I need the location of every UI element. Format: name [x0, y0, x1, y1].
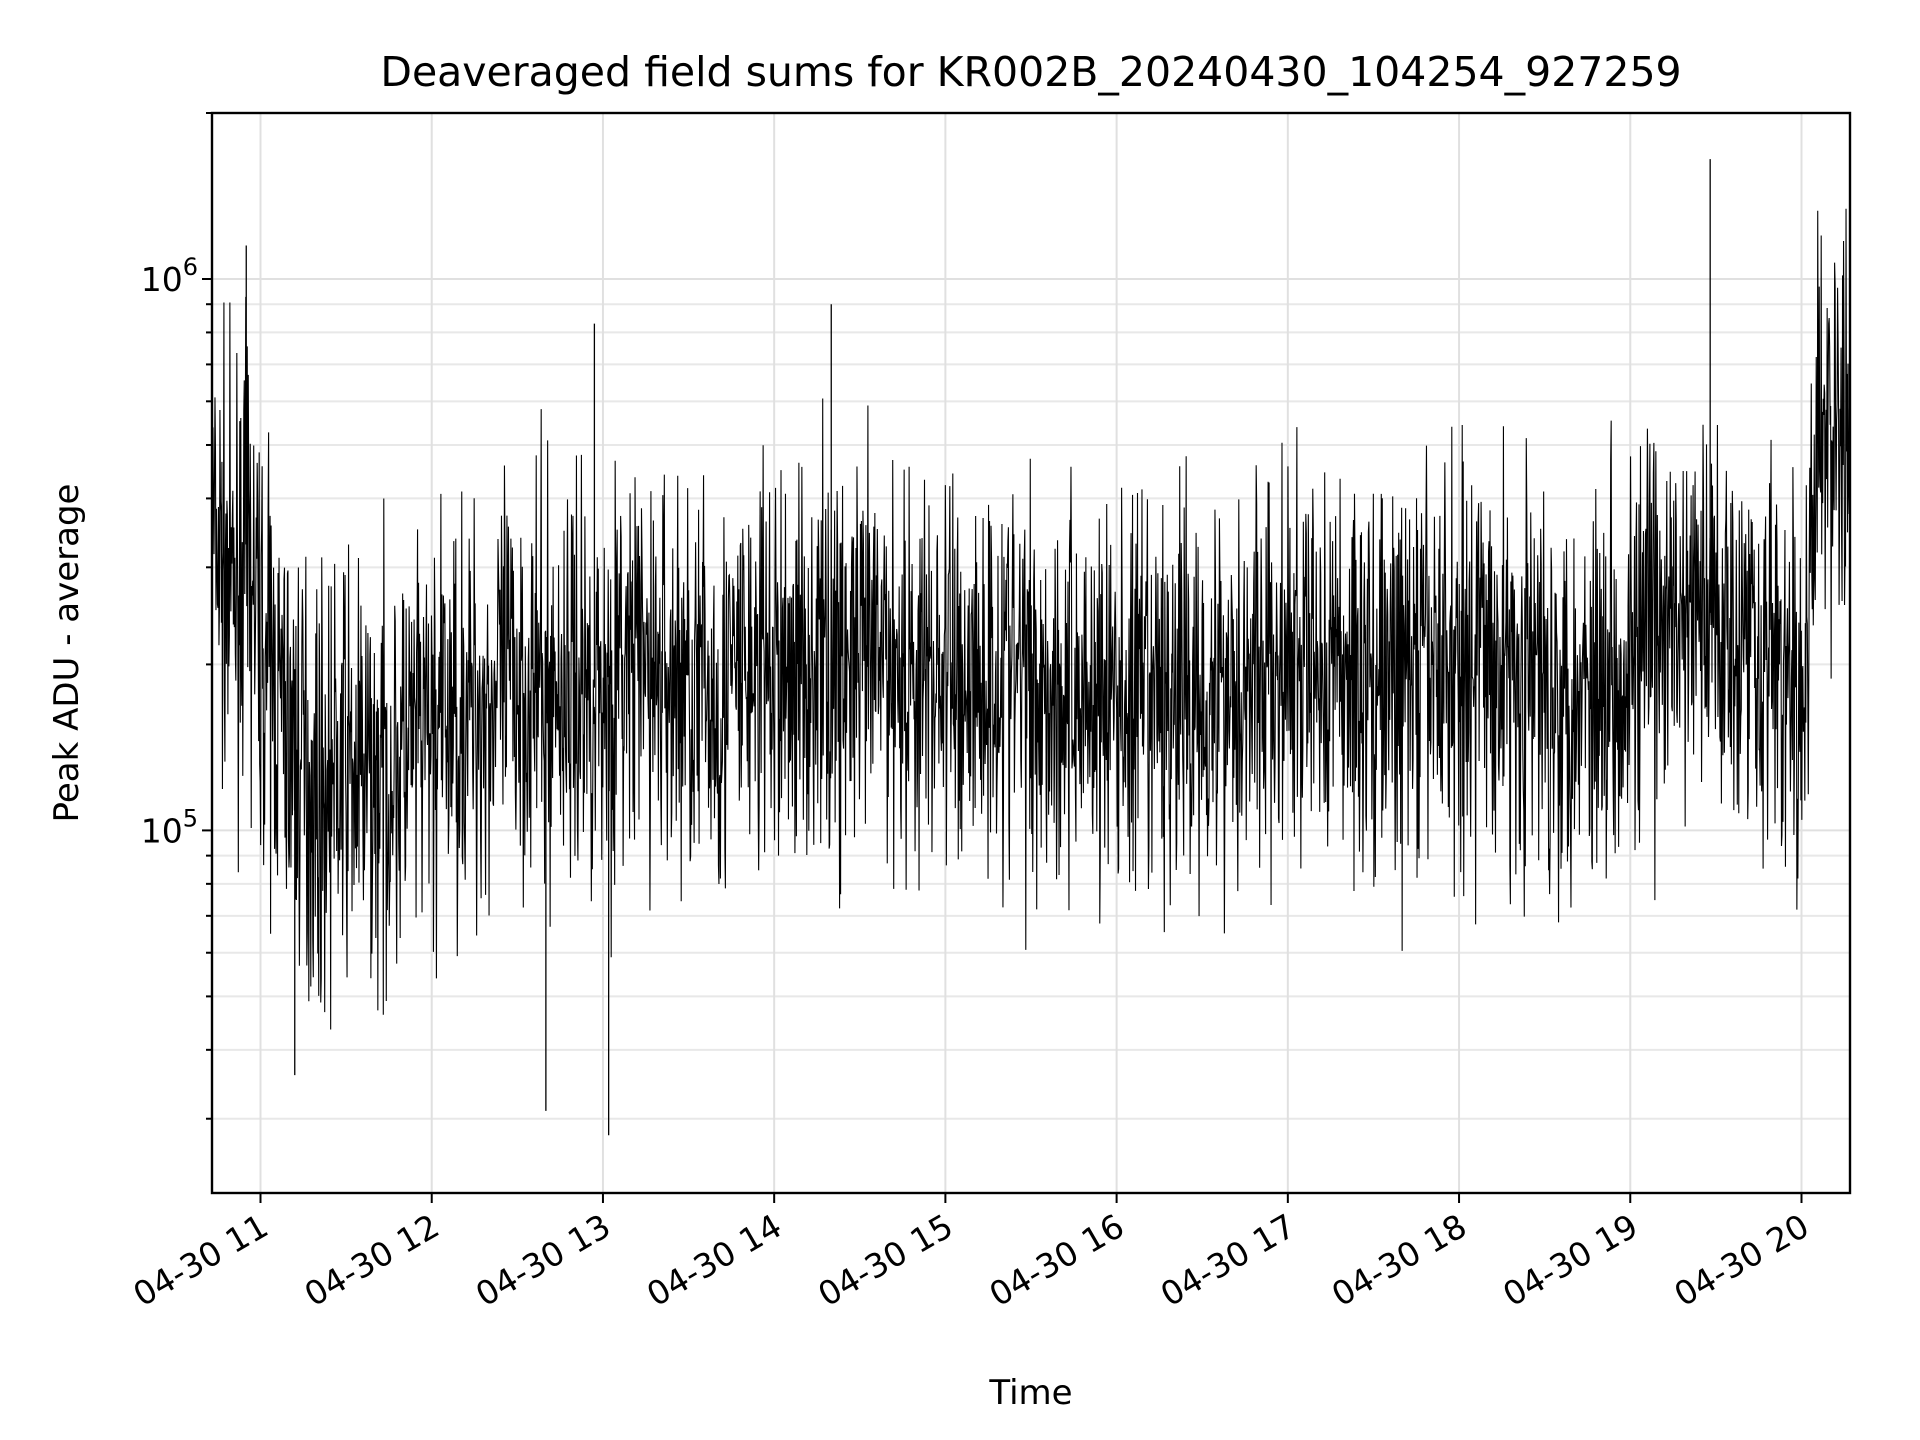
x-axis-label: Time: [988, 1373, 1072, 1413]
series-line: [211, 208, 1851, 1030]
chart-title: Deaveraged field sums for KR002B_2024043…: [380, 48, 1681, 96]
y-axis-label: Peak ADU - average: [47, 484, 87, 823]
series-layer: [211, 159, 1851, 1136]
plot-frame: [210, 111, 1852, 1195]
